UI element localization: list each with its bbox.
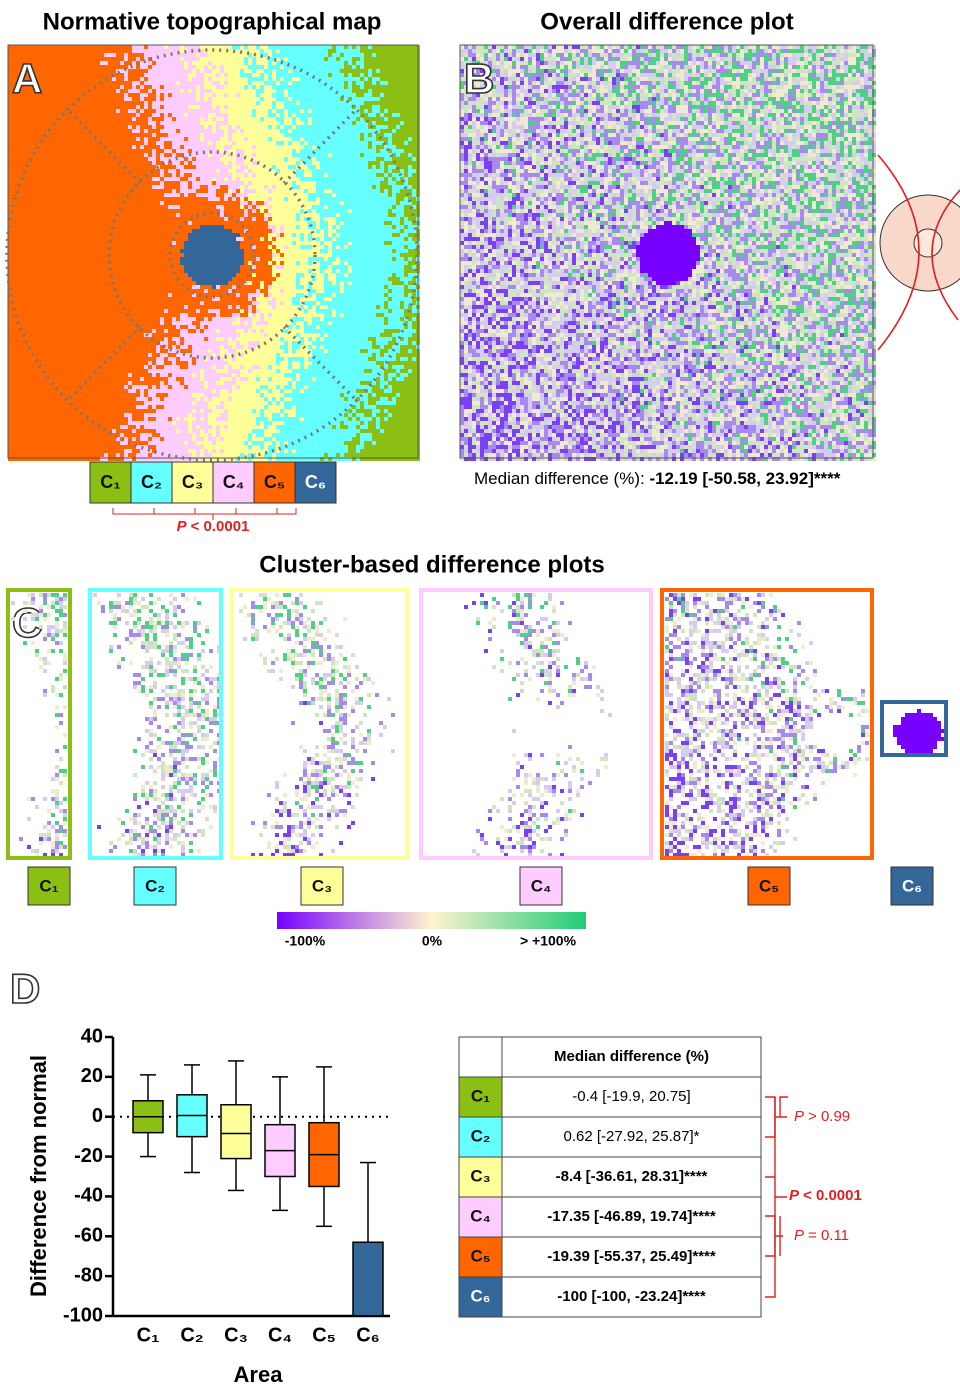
table-cell: -8.4 [-36.61, 28.31]**** <box>556 1168 708 1185</box>
panel-title: Normative topographical map <box>43 8 382 35</box>
p-symbol: P <box>789 1187 800 1204</box>
y-tick-label: 20 <box>81 1065 103 1087</box>
x-tick-label: C₆ <box>356 1324 380 1346</box>
map-b <box>460 45 876 461</box>
cluster-label: C₂ <box>145 876 165 895</box>
y-tick-label: -80 <box>74 1264 103 1286</box>
legend-label: C₄ <box>223 472 245 492</box>
p-value: P< 0.0001 <box>177 518 250 535</box>
table-cell: -19.39 [-55.37, 25.49]**** <box>547 1248 716 1265</box>
y-tick-label: 40 <box>81 1025 103 1047</box>
colorbar-label: -100% <box>285 933 326 949</box>
p-value: P< 0.0001 <box>789 1187 862 1204</box>
panel-title: Overall difference plot <box>540 8 793 35</box>
p-text: < 0.0001 <box>191 518 250 535</box>
panel-letter: D <box>10 965 40 1012</box>
p-value: P= 0.11 <box>794 1227 849 1244</box>
pixel-map <box>893 709 945 753</box>
figure: Normative topographical map Overall diff… <box>0 0 960 1385</box>
box <box>353 1242 383 1316</box>
median-difference: Median difference (%): -12.19 [-50.58, 2… <box>474 469 841 488</box>
y-tick-label: 0 <box>92 1105 103 1127</box>
table-cell: 0.62 [-27.92, 25.87]* <box>564 1128 700 1145</box>
cluster-label: C₂ <box>471 1126 491 1145</box>
legend-label: C₅ <box>264 472 285 492</box>
panel-letter: A <box>12 55 42 102</box>
cluster-label: C₆ <box>471 1286 491 1305</box>
cluster-label: C₄ <box>531 876 551 895</box>
table: Median difference (%) C₁ -0.4 [-19.9, 20.7… <box>459 1037 761 1317</box>
table-cell: -0.4 [-19.9, 20.75] <box>572 1088 690 1105</box>
p-text: = 0.11 <box>808 1227 849 1244</box>
colorbar <box>277 912 586 929</box>
legend-label: C₃ <box>182 472 203 492</box>
x-tick-label: C₄ <box>268 1324 292 1346</box>
panel-letter: C <box>12 599 42 646</box>
table-header: Median difference (%) <box>554 1048 709 1065</box>
x-tick-label: C₂ <box>180 1324 203 1346</box>
cluster-label: C₃ <box>312 876 332 895</box>
p-text: < 0.0001 <box>803 1187 862 1204</box>
cluster-label: C₁ <box>39 876 58 895</box>
cluster-label: C₁ <box>471 1086 490 1105</box>
p-symbol: P <box>794 1108 804 1125</box>
x-tick-label: C₅ <box>312 1324 336 1346</box>
box <box>221 1105 251 1159</box>
schematic <box>878 155 960 350</box>
p-text: > 0.99 <box>808 1108 850 1125</box>
x-tick-label: C₃ <box>224 1324 248 1346</box>
cluster-label: C₅ <box>470 1246 490 1265</box>
colorbar-label: 0% <box>422 933 443 949</box>
cluster-label: C₆ <box>902 876 922 895</box>
box-plot: -100 -80 -60 -40 -20 0 20 40 C₁ C₂ C₃ C₄ C₅ C₆ <box>63 1025 390 1346</box>
legend-label: C₁ <box>100 472 120 492</box>
pixel-map <box>476 593 592 857</box>
y-tick-label: -40 <box>74 1185 103 1207</box>
cluster-panels: C₁ C₂ C₃ C₄ C₅ C₆ <box>8 590 946 905</box>
p-symbol: P <box>794 1227 804 1244</box>
cluster-label: C₃ <box>470 1166 490 1185</box>
y-tick-label: -100 <box>63 1304 103 1326</box>
map-a <box>8 45 420 461</box>
y-tick-label: -20 <box>74 1145 103 1167</box>
panel-letter: B <box>464 55 494 102</box>
panel-title: Cluster-based difference plots <box>259 551 604 578</box>
median-value: -12.19 [-50.58, 23.92]**** <box>649 469 840 488</box>
table-cell: -17.35 [-46.89, 19.74]**** <box>547 1208 716 1225</box>
y-axis-title: Difference from normal <box>26 1055 51 1297</box>
cluster-label: C₄ <box>470 1206 490 1225</box>
p-value: P> 0.99 <box>794 1108 850 1125</box>
legend-label: C₆ <box>305 472 326 492</box>
median-label: Median difference (%): <box>474 469 649 488</box>
p-symbol: P <box>177 518 188 535</box>
y-tick-label: -60 <box>74 1225 103 1247</box>
x-tick-label: C₁ <box>137 1324 160 1346</box>
colorbar-label: > +100% <box>520 933 577 949</box>
x-axis-title: Area <box>234 1362 284 1385</box>
legend-label: C₂ <box>141 472 162 492</box>
comparison-brackets <box>765 1097 788 1297</box>
cluster-label: C₅ <box>759 876 779 895</box>
cluster-legend: C₁ C₂ C₃ C₄ C₅ C₆ <box>90 462 336 503</box>
table-cell: -100 [-100, -23.24]**** <box>557 1288 706 1305</box>
